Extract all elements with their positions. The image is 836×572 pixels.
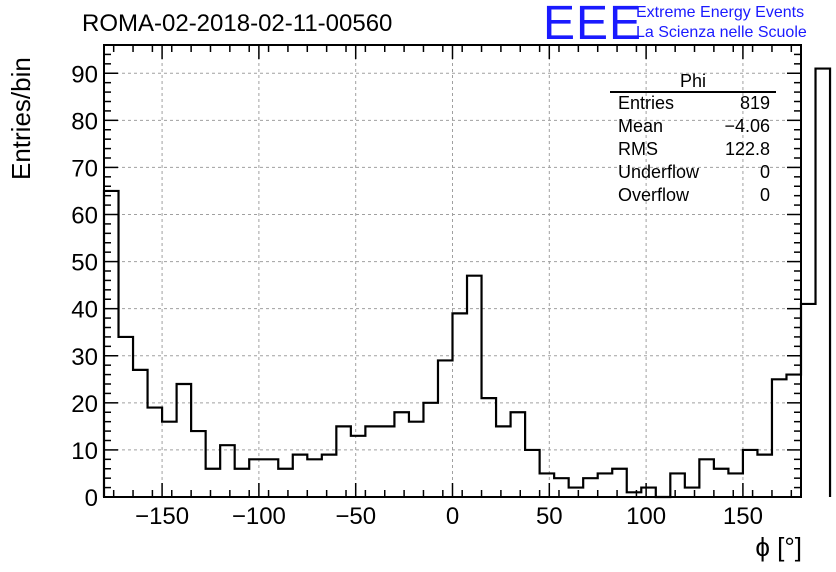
histogram-bin [249,459,264,497]
y-tick-label: 30 [71,344,98,371]
stats-value: 122.8 [724,139,770,159]
histogram-bin [641,488,656,497]
histogram-bin [278,469,293,497]
y-tick-label: 0 [85,485,98,512]
x-tick-label: 150 [723,503,763,530]
histogram-bin [627,492,642,497]
histogram-bin [351,436,366,497]
histogram-bin [801,304,816,497]
grid-lines [104,45,801,497]
x-tick-label: 50 [536,503,563,530]
y-tick-label: 80 [71,108,98,135]
histogram-bin [540,473,555,497]
stats-title: Phi [679,71,706,91]
histogram-bin [380,426,395,497]
y-tick-label: 20 [71,391,98,418]
histogram-bin [714,469,729,497]
histogram-bin [119,337,134,497]
y-tick-label: 90 [71,61,98,88]
stats-value: 0 [759,185,770,205]
histogram-bin [496,426,511,497]
stats-box: Phi Entries 819 Mean −4.06 RMS 122.8 Und… [610,70,776,207]
histogram-bin [162,422,177,497]
x-tick-label: 100 [626,503,666,530]
histogram-bin [235,469,250,497]
histogram-bin [264,459,279,497]
logo-line-1: Extreme Energy Events [636,4,805,21]
y-tick-label: 60 [71,203,98,230]
y-tick-label: 10 [71,438,98,465]
histogram-bin [598,473,613,497]
x-tick-label: −50 [335,503,376,530]
histogram-bin [177,384,192,497]
histogram-bin [511,412,526,497]
stats-row-overflow: Overflow 0 [610,184,776,207]
histogram-bin [757,455,772,497]
histogram-bin [394,412,409,497]
histogram-bin [220,445,235,497]
stats-divider [610,91,776,93]
histogram-bin [786,375,801,497]
eee-logo: EEE [543,0,643,50]
x-tick-label: −100 [232,503,286,530]
histogram-bin [423,403,438,497]
histogram-bin [365,426,380,497]
x-axis-label: ϕ [°] [755,532,802,562]
histogram-bin [104,191,119,497]
histogram-bin [307,459,322,497]
stats-key: Entries [618,93,675,113]
histogram-bin [569,488,584,497]
histogram-bin [482,398,497,497]
histogram-bin [322,455,337,497]
histogram-bin [336,426,351,497]
y-tick-label: 40 [71,297,98,324]
histogram-bin [438,360,453,497]
histogram-bin [728,473,743,497]
histogram-bin [699,459,714,497]
histogram-bin [583,478,598,497]
histogram-bin [525,450,540,497]
histogram-bin [467,276,482,497]
y-axis-label: Entries/bin [6,57,36,180]
chart-title: ROMA-02-2018-02-11-00560 [82,10,393,37]
histogram-outline [102,67,832,499]
stats-row-underflow: Underflow 0 [610,161,776,184]
stats-key: RMS [618,139,658,159]
histogram-bin [191,431,206,497]
logo-line-2: La Scienza nelle Scuole [636,24,807,41]
stats-row-mean: Mean −4.06 [610,115,776,138]
histogram-bin [453,313,468,497]
y-tick-label: 50 [71,250,98,277]
histogram-bin [612,469,627,497]
tick-labels: −150 −100 −50 0 50 100 150 0 10 20 30 40 50 60 70 80 90 [71,61,763,530]
histogram-bin [816,69,831,497]
stats-row-rms: RMS 122.8 [610,138,776,161]
stats-row-entries: Entries 819 [610,92,776,115]
histogram-bin [293,455,308,497]
stats-value: −4.06 [724,116,770,136]
histogram-bin [206,469,221,497]
histogram-bin [148,408,163,497]
stats-key: Overflow [618,185,690,205]
histogram-bin [133,370,148,497]
stats-value: 0 [759,162,770,182]
stats-key: Mean [618,116,664,136]
stats-key: Underflow [618,162,700,182]
y-tick-label: 70 [71,155,98,182]
x-tick-label: 0 [446,503,459,530]
stats-value: 819 [739,93,770,113]
histogram-bin [685,488,700,497]
histogram-bin [554,478,569,497]
histogram-bin [409,422,424,497]
x-tick-label: −150 [135,503,189,530]
histogram-bin [743,450,758,497]
histogram-bin [670,473,685,497]
histogram-bin [772,379,787,497]
histogram-series [102,67,832,499]
